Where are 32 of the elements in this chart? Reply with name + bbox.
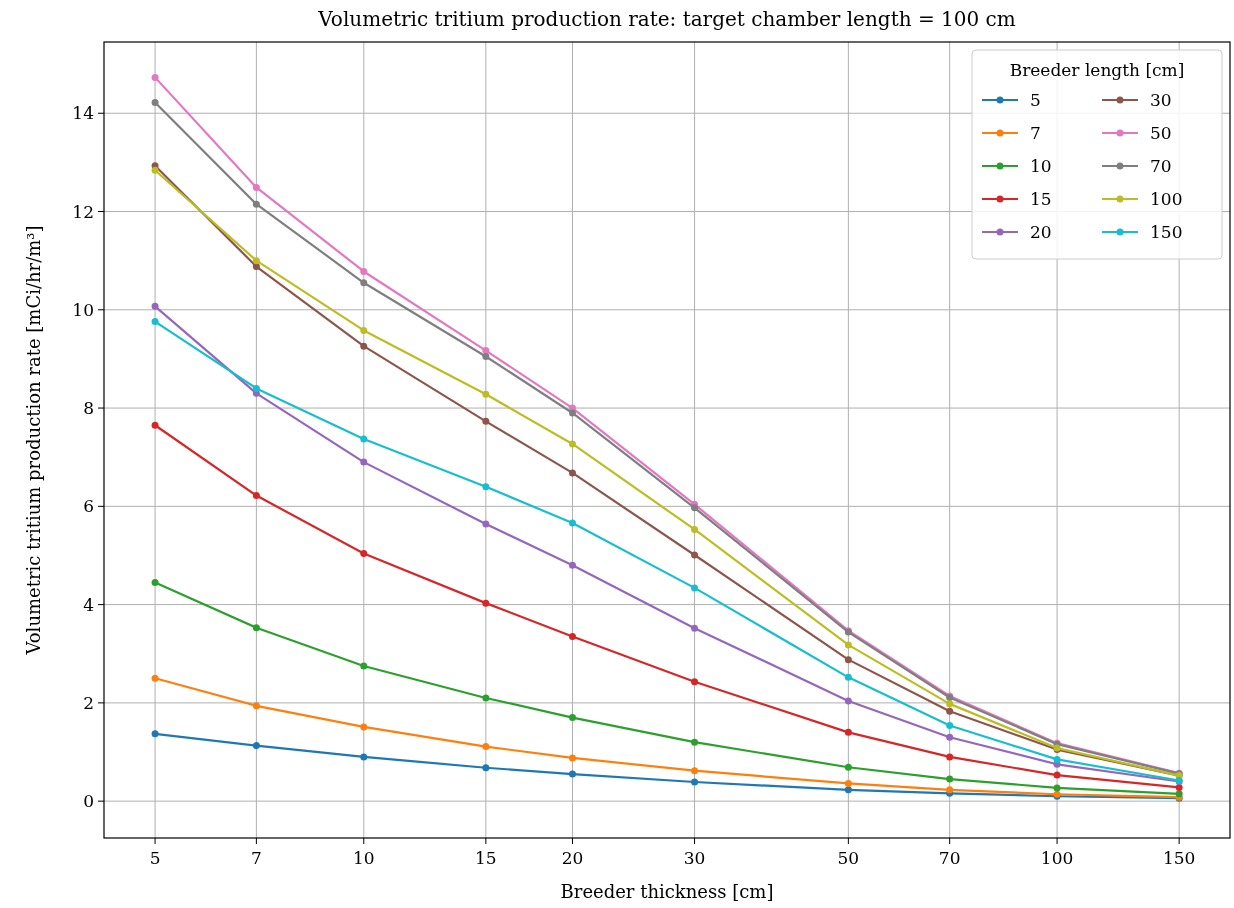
y-tick-label: 12 [72,201,94,222]
y-tick-label: 4 [83,594,94,615]
legend-title: Breeder length [cm] [1009,60,1185,80]
x-tick-label: 100 [1040,848,1074,868]
y-tick-label: 0 [83,791,94,812]
x-tick-label: 30 [683,848,706,868]
x-tick-label: 5 [149,848,161,868]
chart-title: Volumetric tritium production rate: target chamber length = 100 cm [317,7,1016,31]
legend-label: 150 [1150,222,1183,242]
x-tick-label: 50 [837,848,860,868]
legend-label: 10 [1030,156,1052,176]
y-tick-label: 14 [72,103,94,124]
legend-label: 20 [1030,222,1052,242]
legend-label: 15 [1030,189,1052,209]
x-tick-label: 15 [475,848,497,868]
y-axis-title: Volumetric tritium production rate [mCi/hr/m³] [23,225,44,656]
y-tick-label: 2 [83,692,94,713]
x-tick-label: 7 [250,848,262,868]
legend-label: 7 [1030,123,1041,143]
legend-label: 50 [1150,123,1172,143]
legend-label: 70 [1150,156,1172,176]
x-axis-title: Breeder thickness [cm] [560,881,774,902]
legend-label: 100 [1150,189,1183,209]
y-tick-label: 8 [83,398,94,419]
x-tick-label: 70 [938,848,961,868]
legend-label: 5 [1030,90,1041,110]
y-tick-label: 6 [83,496,94,517]
x-tick-label: 10 [352,848,375,868]
legend-label: 30 [1150,90,1172,110]
x-tick-label: 20 [561,848,584,868]
y-tick-label: 10 [72,299,94,320]
x-tick-label: 150 [1162,848,1196,868]
